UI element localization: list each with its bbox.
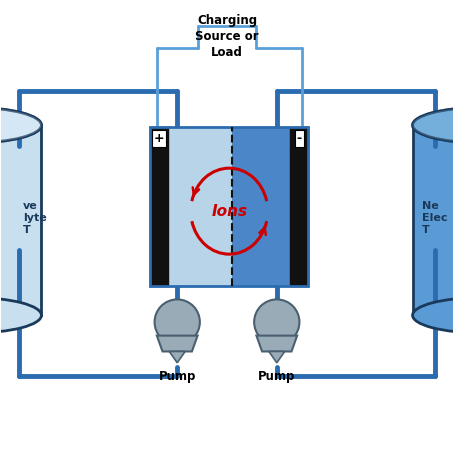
Bar [150,128,308,286]
Ellipse shape [413,108,454,143]
Ellipse shape [413,298,454,333]
Bar [0,125,41,315]
Circle shape [154,300,200,345]
Ellipse shape [0,108,41,143]
Bar [291,128,308,286]
Ellipse shape [0,298,41,333]
Text: Ne
Elec
T: Ne Elec T [422,201,447,235]
Circle shape [254,300,300,345]
Ellipse shape [0,108,41,143]
Polygon shape [169,351,185,363]
Ellipse shape [413,108,454,143]
Bar [232,128,291,286]
Polygon shape [157,336,197,351]
Polygon shape [269,351,285,363]
Text: -: - [297,132,302,145]
Text: Pump: Pump [158,370,196,383]
Text: Charging
Source or
Load: Charging Source or Load [195,14,259,59]
Text: Ions: Ions [211,204,247,219]
Bar [413,125,454,315]
Text: Pump: Pump [258,370,296,383]
Bar [150,128,168,286]
Bar [168,128,232,286]
Text: +: + [154,132,164,145]
Polygon shape [257,336,297,351]
Text: ve
lyte
T: ve lyte T [23,201,47,235]
